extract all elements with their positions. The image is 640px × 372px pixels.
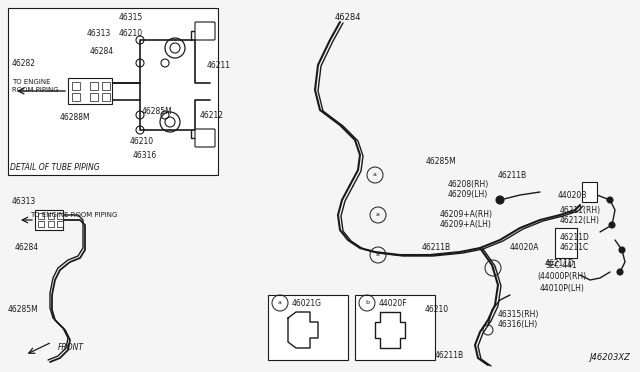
Text: a: a [376,253,380,257]
Circle shape [496,196,504,204]
Text: TO ENGINE ROOM PIPING: TO ENGINE ROOM PIPING [30,212,117,218]
Text: 46316: 46316 [133,151,157,160]
Bar [90,82,98,90]
Text: FRONT: FRONT [58,343,84,353]
Text: 44010P(LH): 44010P(LH) [540,283,585,292]
Bar [48,221,54,227]
Bar [35,210,63,230]
Text: 46210: 46210 [425,305,449,314]
Bar [8,8,218,175]
Text: 46288M: 46288M [60,113,91,122]
Text: TO ENGINE: TO ENGINE [12,79,51,85]
Text: 46313: 46313 [12,198,36,206]
FancyBboxPatch shape [195,22,215,40]
Text: 46021G: 46021G [292,298,322,308]
Text: 46285M: 46285M [426,157,457,167]
Bar [582,182,597,202]
Bar [555,228,577,258]
Bar [38,221,44,227]
Text: 46285M: 46285M [8,305,39,314]
Bar [102,82,110,90]
Text: DETAIL OF TUBE PIPING: DETAIL OF TUBE PIPING [10,164,100,173]
Bar [102,93,110,101]
Text: 46211D: 46211D [560,234,590,243]
Text: 46210: 46210 [119,29,143,38]
Bar [72,82,80,90]
Circle shape [619,247,625,253]
Text: 46211B: 46211B [435,350,464,359]
Text: 46282: 46282 [12,60,36,68]
Text: 46315(RH): 46315(RH) [498,311,540,320]
Bar [355,295,435,360]
Text: a: a [278,301,282,305]
Bar [72,93,80,101]
Text: b: b [365,301,369,305]
Text: a: a [376,212,380,218]
Text: J46203XZ: J46203XZ [589,353,630,362]
Text: 46313: 46313 [87,29,111,38]
Text: 46211: 46211 [207,61,231,70]
Text: 46212(LH): 46212(LH) [560,215,600,224]
Bar [57,221,63,227]
Text: 46211B: 46211B [498,170,527,180]
Bar [38,213,44,219]
Text: 46210: 46210 [130,138,154,147]
Text: 46284: 46284 [90,48,114,57]
Bar [268,295,348,360]
Text: 46284: 46284 [15,244,39,253]
Bar [57,213,63,219]
Circle shape [609,222,615,228]
Text: a: a [373,173,377,177]
Text: 46211(RH): 46211(RH) [560,205,601,215]
Bar [48,213,54,219]
Text: ROOM PIPING: ROOM PIPING [12,87,59,93]
FancyBboxPatch shape [195,129,215,147]
Text: 46211D: 46211D [545,259,575,267]
Bar [68,78,112,104]
Text: 46209+A(RH): 46209+A(RH) [440,211,493,219]
Text: b: b [491,266,495,270]
Text: 46211B: 46211B [422,244,451,253]
Text: 46316(LH): 46316(LH) [498,321,538,330]
Circle shape [607,197,613,203]
Text: 46211C: 46211C [560,244,589,253]
Text: 44020A: 44020A [510,244,540,253]
Text: 46208(RH): 46208(RH) [448,180,489,189]
Text: 46209+A(LH): 46209+A(LH) [440,221,492,230]
Text: 44020B: 44020B [558,190,588,199]
Text: SEC.441: SEC.441 [545,260,577,269]
Text: 46209(LH): 46209(LH) [448,190,488,199]
Text: 46284: 46284 [335,13,362,22]
Text: 44020F: 44020F [379,298,408,308]
Text: 46315: 46315 [119,13,143,22]
Text: 46285M: 46285M [142,108,173,116]
Circle shape [617,269,623,275]
Text: 46212: 46212 [200,112,224,121]
Bar [90,93,98,101]
Text: (44000P(RH): (44000P(RH) [537,273,586,282]
